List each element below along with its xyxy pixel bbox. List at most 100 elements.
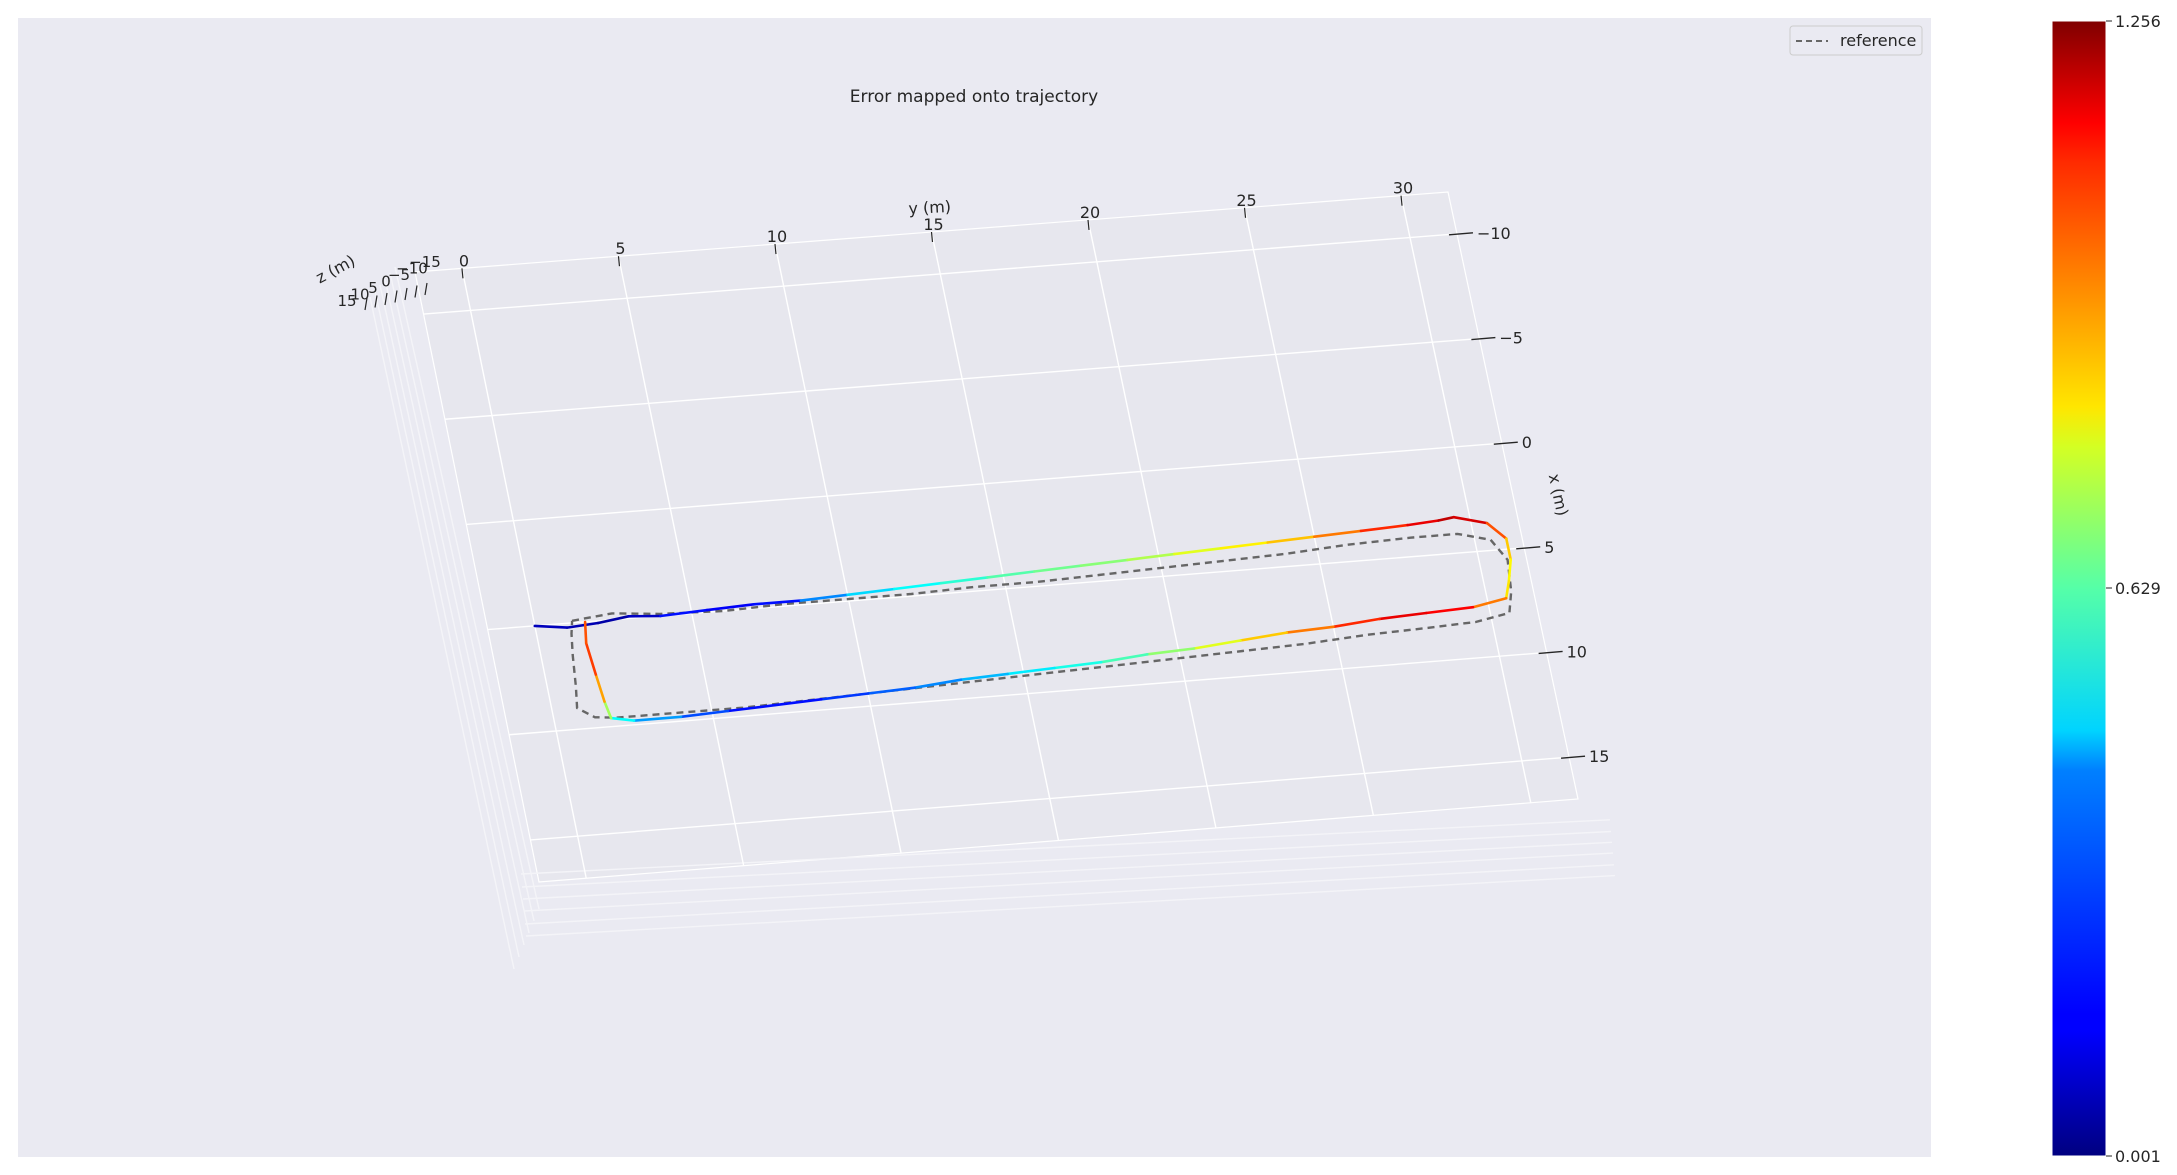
gridline-y bbox=[774, 243, 902, 854]
gridline-x bbox=[423, 233, 1458, 315]
z-tick-mark bbox=[364, 297, 368, 311]
y-tick-mark bbox=[1400, 195, 1403, 206]
y-tick-mark bbox=[461, 268, 464, 279]
trajectory-segment bbox=[986, 570, 1036, 579]
x-tick-label: 10 bbox=[1567, 642, 1587, 661]
trajectory-segment bbox=[1332, 617, 1381, 629]
y-tick-label: 10 bbox=[767, 227, 787, 246]
trajectory-segment bbox=[1452, 515, 1489, 525]
wall-gridline bbox=[374, 290, 520, 958]
trajectory-segment bbox=[892, 581, 943, 591]
gridline-y bbox=[1400, 195, 1532, 803]
trajectory-segment bbox=[1219, 541, 1269, 550]
trajectory-segment bbox=[1313, 529, 1363, 539]
gridline-x bbox=[466, 442, 1502, 526]
trajectory-segment bbox=[1285, 625, 1335, 634]
z-tick-mark bbox=[394, 290, 398, 303]
gridline-y bbox=[1087, 219, 1217, 829]
trajectory-segment bbox=[1504, 579, 1511, 600]
trajectory-segment bbox=[939, 576, 989, 585]
colorbar: 1.256 0.629 0.001 bbox=[2051, 12, 2161, 1166]
wall-gridline bbox=[524, 864, 1615, 925]
wall-gridline bbox=[379, 284, 525, 946]
trajectory-segment bbox=[609, 716, 636, 722]
y-tick-mark bbox=[617, 256, 621, 267]
floor-pane bbox=[414, 191, 1579, 883]
x-tick-mark bbox=[1516, 546, 1541, 550]
trajectory-segment bbox=[1146, 647, 1196, 656]
trajectory-segment bbox=[1099, 652, 1149, 664]
trajectory-segment bbox=[1266, 535, 1316, 544]
wall-gridline bbox=[525, 874, 1616, 937]
z-tick-label: −15 bbox=[409, 253, 441, 271]
wall-gridline bbox=[389, 272, 535, 922]
colorbar-mid-label: 0.629 bbox=[2115, 579, 2161, 598]
trajectory-segment bbox=[726, 703, 776, 713]
trajectory-segment bbox=[583, 620, 588, 645]
trajectory-segment bbox=[1471, 596, 1508, 609]
z-tick-label: −5 bbox=[388, 266, 410, 284]
trajectory-segment bbox=[1378, 611, 1428, 621]
trajectory-segment bbox=[1406, 519, 1440, 527]
trajectory-segment bbox=[679, 709, 730, 719]
y-axis-label: y (m) bbox=[908, 197, 952, 218]
reference-trajectory bbox=[570, 532, 1513, 719]
z-tick-label: 0 bbox=[381, 273, 391, 291]
wall-gridline bbox=[520, 819, 1611, 875]
x-tick-label: 5 bbox=[1544, 538, 1554, 557]
wall-gridline bbox=[523, 852, 1614, 912]
grid-lines bbox=[423, 195, 1570, 879]
trajectory-segment bbox=[959, 672, 1010, 682]
z-tick-label: 10 bbox=[350, 286, 369, 304]
gridline-y bbox=[617, 256, 745, 866]
trajectory-segment bbox=[1485, 521, 1508, 540]
trajectory-segment bbox=[799, 593, 849, 602]
x-tick-mark bbox=[1471, 336, 1496, 341]
trajectory-segment bbox=[1239, 631, 1288, 642]
trajectory-segment bbox=[632, 715, 683, 722]
trajectory-segment bbox=[594, 673, 606, 703]
wall-gridline bbox=[384, 278, 530, 934]
y-tick-mark bbox=[930, 231, 934, 243]
z-tick-mark bbox=[404, 287, 408, 301]
x-tick-mark bbox=[1493, 441, 1518, 445]
trajectory-segment bbox=[1053, 660, 1103, 670]
x-tick-label: 15 bbox=[1589, 747, 1609, 766]
trajectory-segment bbox=[603, 700, 613, 720]
chart-title: Error mapped onto trajectory bbox=[850, 87, 1098, 107]
y-tick-label: 5 bbox=[615, 239, 625, 258]
x-tick-label: −10 bbox=[1477, 224, 1511, 243]
trajectory-segment bbox=[1033, 564, 1083, 573]
trajectory-segment bbox=[659, 608, 709, 618]
z-tick-mark bbox=[374, 295, 378, 308]
wall-gridline bbox=[369, 296, 515, 970]
wall-gridline bbox=[522, 841, 1613, 900]
z-tick-mark bbox=[414, 285, 418, 298]
trajectory-segment bbox=[1006, 666, 1056, 676]
y-tick-label: 15 bbox=[923, 215, 943, 234]
z-tick-mark bbox=[384, 292, 388, 306]
wall-gridline bbox=[394, 266, 540, 910]
colorbar-min-label: 0.001 bbox=[2115, 1147, 2161, 1166]
gridline-y bbox=[930, 231, 1060, 841]
trajectory-segment bbox=[819, 692, 870, 701]
trajectory-segment bbox=[533, 624, 569, 629]
trajectory-segment bbox=[1359, 523, 1409, 533]
y-tick-label: 0 bbox=[459, 251, 469, 270]
trajectory-segment bbox=[705, 602, 756, 612]
z-tick-label: −10 bbox=[396, 260, 428, 278]
trajectory-segment bbox=[596, 614, 630, 625]
x-tick-mark bbox=[1538, 650, 1563, 655]
x-tick-label: 0 bbox=[1522, 433, 1532, 452]
trajectory-segment bbox=[866, 686, 917, 695]
gridline-x bbox=[444, 337, 1480, 420]
wall-gridline bbox=[521, 830, 1612, 888]
x-tick-mark bbox=[1448, 232, 1474, 236]
z-tick-label: 15 bbox=[337, 292, 356, 310]
trajectory-segment bbox=[1425, 605, 1475, 615]
legend-entry-label: reference bbox=[1840, 31, 1916, 50]
trajectory-segment bbox=[913, 678, 963, 690]
trajectory-segment bbox=[1505, 537, 1512, 561]
